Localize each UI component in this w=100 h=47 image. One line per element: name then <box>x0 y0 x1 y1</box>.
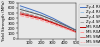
Zy-4 SRA ST <box>20 11 21 12</box>
M5 RXA ST <box>29 17 30 18</box>
Zy-4 SRA ST <box>41 17 42 18</box>
Line: Zy-4 RXA ST: Zy-4 RXA ST <box>20 8 76 31</box>
Legend: Zy-4 RXA SL, Zy-4 RXA ST, Zy-4 SRA SL, Zy-4 SRA ST, M5 RXA SL, M5 RXA ST, M5 SRA: Zy-4 RXA SL, Zy-4 RXA ST, Zy-4 SRA SL, Z… <box>79 4 100 45</box>
Line: Zy-4 SRA ST: Zy-4 SRA ST <box>20 12 76 31</box>
Line: M5 SRA SL: M5 SRA SL <box>20 13 76 32</box>
Line: Zy-4 SRA SL: Zy-4 SRA SL <box>20 9 76 30</box>
Zy-4 SRA SL <box>75 30 77 31</box>
Line: Zy-4 RXA SL: Zy-4 RXA SL <box>20 6 76 30</box>
M5 RXA ST <box>41 20 42 21</box>
Zy-4 SRA SL <box>41 15 42 16</box>
Zy-4 SRA ST <box>29 14 30 15</box>
M5 RXA SL <box>64 27 65 28</box>
Zy-4 RXA SL <box>64 24 65 25</box>
M5 SRA ST <box>20 14 21 15</box>
M5 RXA ST <box>75 32 77 33</box>
Zy-4 SRA ST <box>52 21 53 22</box>
Y-axis label: Yield Strength (MPa): Yield Strength (MPa) <box>2 0 6 42</box>
M5 SRA ST <box>75 32 77 33</box>
Line: M5 RXA SL: M5 RXA SL <box>20 14 76 32</box>
M5 SRA ST <box>41 19 42 20</box>
M5 SRA ST <box>52 23 53 24</box>
M5 SRA ST <box>64 27 65 28</box>
M5 SRA SL <box>52 22 53 23</box>
M5 RXA ST <box>64 28 65 29</box>
M5 RXA ST <box>52 24 53 25</box>
Zy-4 SRA SL <box>20 9 21 10</box>
Line: M5 RXA ST: M5 RXA ST <box>20 16 76 33</box>
Line: M5 SRA ST: M5 SRA ST <box>20 15 76 32</box>
M5 RXA ST <box>20 15 21 16</box>
